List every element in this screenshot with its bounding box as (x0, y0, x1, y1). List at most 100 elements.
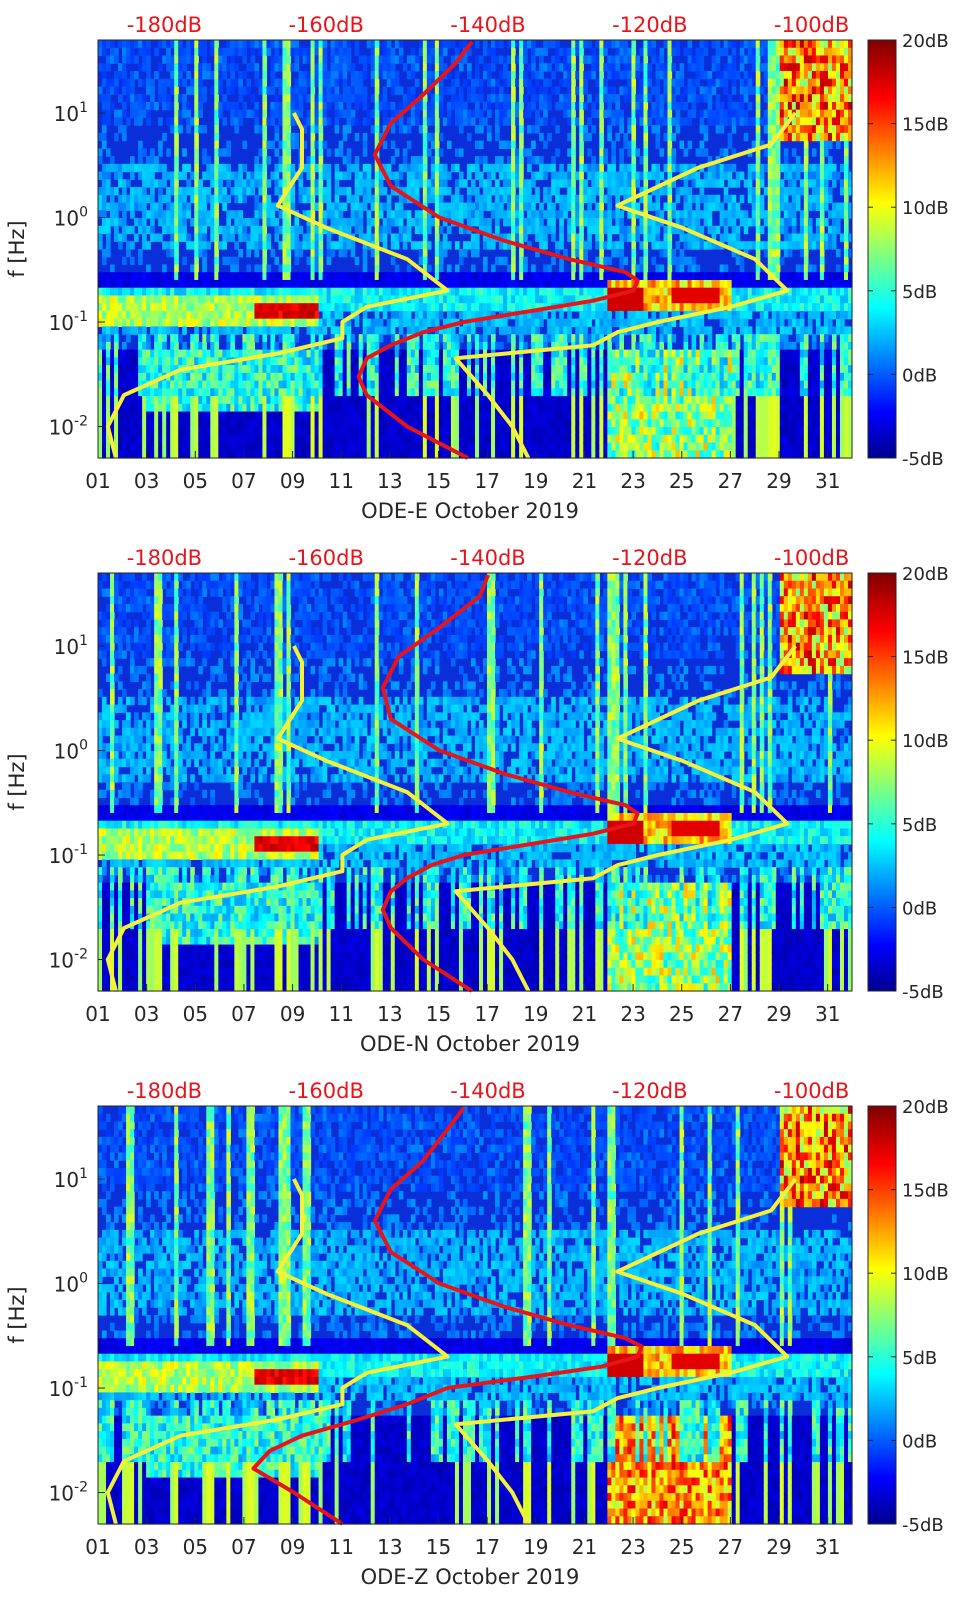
heatmap-cell (467, 117, 472, 125)
heatmap-cell (339, 141, 344, 149)
heatmap-cell (491, 373, 496, 381)
heatmap-cell (210, 295, 215, 303)
heatmap-cell (451, 295, 456, 303)
heatmap-cell (535, 388, 540, 396)
heatmap-cell (274, 319, 279, 327)
heatmap-cell (475, 94, 480, 102)
heatmap-cell (499, 443, 504, 451)
heatmap-cell (174, 435, 179, 443)
heatmap-cell (282, 110, 287, 118)
heatmap-cell (351, 249, 356, 257)
heatmap-cell (423, 79, 428, 87)
heatmap-cell (319, 71, 324, 79)
heatmap-cell (395, 86, 400, 94)
heatmap-cell (327, 288, 332, 296)
heatmap-cell (146, 342, 151, 350)
heatmap-cell (523, 55, 528, 63)
heatmap-cell (379, 272, 384, 280)
heatmap-cell (459, 412, 464, 420)
heatmap-cell (411, 303, 416, 311)
heatmap-cell (138, 326, 143, 334)
heatmap-cell (206, 319, 211, 327)
heatmap-cell (523, 234, 528, 242)
heatmap-cell (419, 257, 424, 265)
heatmap-cell (146, 412, 151, 420)
heatmap-cell (459, 272, 464, 280)
heatmap-cell (387, 357, 392, 365)
heatmap-cell (282, 133, 287, 141)
heatmap-cell (106, 241, 111, 249)
heatmap-cell (186, 48, 191, 56)
heatmap-cell (539, 117, 544, 125)
heatmap-cell (214, 365, 219, 373)
heatmap-cell (138, 396, 143, 404)
heatmap-cell (567, 427, 572, 435)
heatmap-cell (351, 404, 356, 412)
heatmap-cell (411, 381, 416, 389)
heatmap-cell (282, 218, 287, 226)
heatmap-cell (262, 404, 267, 412)
heatmap-cell (519, 381, 524, 389)
heatmap-cell (343, 86, 348, 94)
heatmap-cell (535, 234, 540, 242)
heatmap-cell (230, 264, 235, 272)
heatmap-cell (435, 319, 440, 327)
heatmap-cell (291, 404, 296, 412)
heatmap-cell (495, 94, 500, 102)
heatmap-cell (218, 412, 223, 420)
heatmap-cell (563, 381, 568, 389)
heatmap-cell (387, 164, 392, 172)
heatmap-cell (126, 48, 131, 56)
heatmap-cell (291, 388, 296, 396)
heatmap-cell (363, 148, 368, 156)
heatmap-cell (307, 404, 312, 412)
heatmap-cell (262, 203, 267, 211)
heatmap-cell (282, 342, 287, 350)
heatmap-cell (415, 404, 420, 412)
heatmap-cell (487, 133, 492, 141)
heatmap-cell (210, 40, 215, 48)
heatmap-cell (262, 86, 267, 94)
heatmap-cell (186, 412, 191, 420)
heatmap-cell (266, 319, 271, 327)
heatmap-cell (347, 110, 352, 118)
heatmap-cell (258, 264, 263, 272)
heatmap-cell (303, 187, 308, 195)
heatmap-cell (166, 79, 171, 87)
heatmap-cell (218, 148, 223, 156)
heatmap-cell (214, 303, 219, 311)
heatmap-cell (266, 272, 271, 280)
heatmap-cell (519, 94, 524, 102)
heatmap-cell (287, 334, 292, 342)
heatmap-cell (166, 357, 171, 365)
heatmap-cell (166, 117, 171, 125)
heatmap-cell (246, 443, 251, 451)
heatmap-cell (399, 365, 404, 373)
heatmap-cell (287, 326, 292, 334)
heatmap-cell (475, 234, 480, 242)
heatmap-cell (122, 381, 127, 389)
heatmap-cell (447, 102, 452, 110)
heatmap-cell (299, 195, 304, 203)
heatmap-cell (551, 365, 556, 373)
heatmap-cell (295, 427, 300, 435)
heatmap-cell (495, 280, 500, 288)
heatmap-cell (439, 203, 444, 211)
heatmap-cell (270, 427, 275, 435)
heatmap-cell (311, 141, 316, 149)
heatmap-cell (467, 210, 472, 218)
heatmap-cell (250, 388, 255, 396)
heatmap-cell (411, 187, 416, 195)
heatmap-cell (166, 40, 171, 48)
heatmap-cell (335, 412, 340, 420)
heatmap-cell (567, 48, 572, 56)
heatmap-cell (174, 288, 179, 296)
heatmap-cell (431, 388, 436, 396)
heatmap-cell (403, 288, 408, 296)
heatmap-cell (575, 443, 580, 451)
heatmap-cell (343, 396, 348, 404)
heatmap-cell (134, 295, 139, 303)
heatmap-cell (519, 179, 524, 187)
heatmap-cell (146, 334, 151, 342)
heatmap-cell (270, 249, 275, 257)
